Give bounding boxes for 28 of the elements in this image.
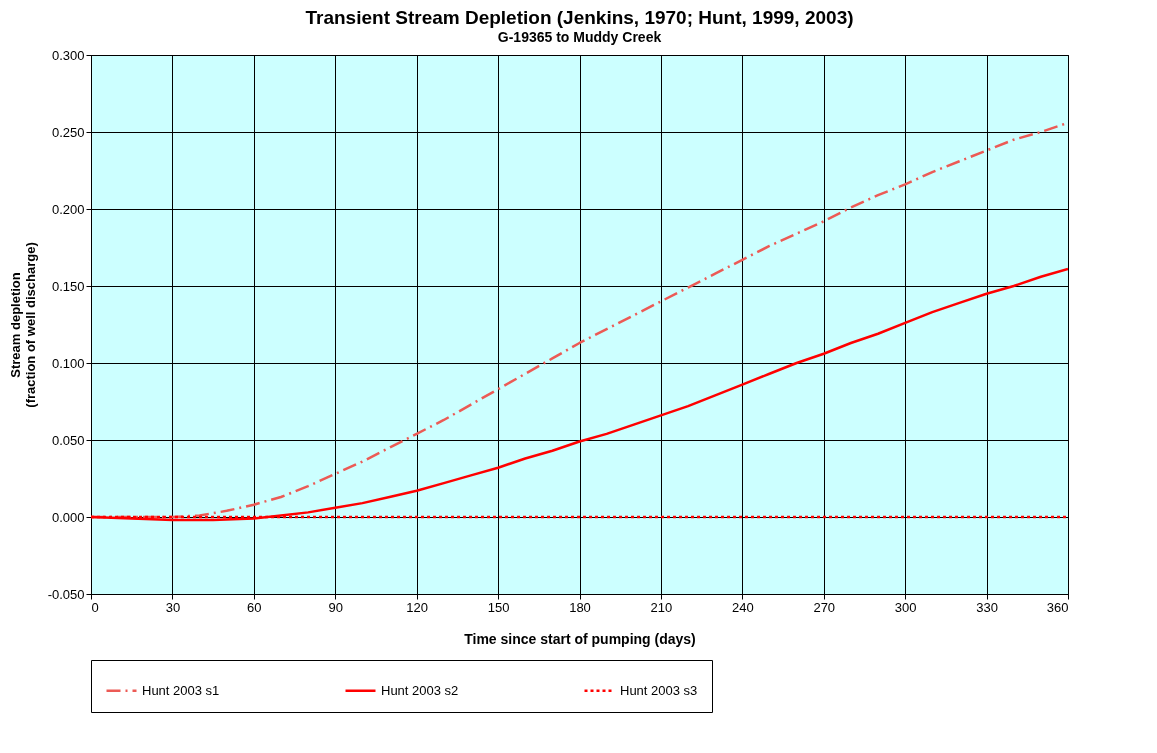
x-axis-title: Time since start of pumping (days) [464,630,696,647]
y-tick-label: 0.150 [51,278,85,294]
x-tick-label: 90 [328,599,343,615]
y-tick-label: 0.000 [51,509,85,525]
chart-subtitle: G-19365 to Muddy Creek [497,29,662,45]
x-tick-label: 330 [976,599,998,615]
x-tick-label: 240 [731,599,754,615]
chart-title: Transient Stream Depletion (Jenkins, 1970; Hunt, 1999, 2003) [305,7,854,28]
y-tick-label: 0.250 [51,124,85,140]
x-tick-label: 270 [813,599,836,615]
y-tick-label: -0.050 [47,586,85,602]
y-tick-label: 0.100 [51,355,85,371]
x-tick-label: 300 [894,599,917,615]
x-tick-label: 180 [569,599,591,615]
x-tick-label: 210 [650,599,673,615]
y-tick-label: 0.200 [51,201,85,217]
legend-label: Hunt 2003 s2 [381,682,459,698]
y-tick-label: 0.050 [51,432,85,448]
y-axis-title: Stream depletion (fraction of well discharge) [7,242,38,408]
x-tick-label: 60 [247,599,262,615]
x-tick-label: 120 [406,599,429,615]
legend-label: Hunt 2003 s3 [620,682,698,698]
x-tick-label: 30 [165,599,181,615]
x-tick-label: 360 [1046,599,1069,615]
y-tick-label: 0.300 [51,47,85,63]
legend-label: Hunt 2003 s1 [142,682,220,698]
x-tick-label: 0 [91,599,99,615]
x-tick-label: 150 [487,599,510,615]
